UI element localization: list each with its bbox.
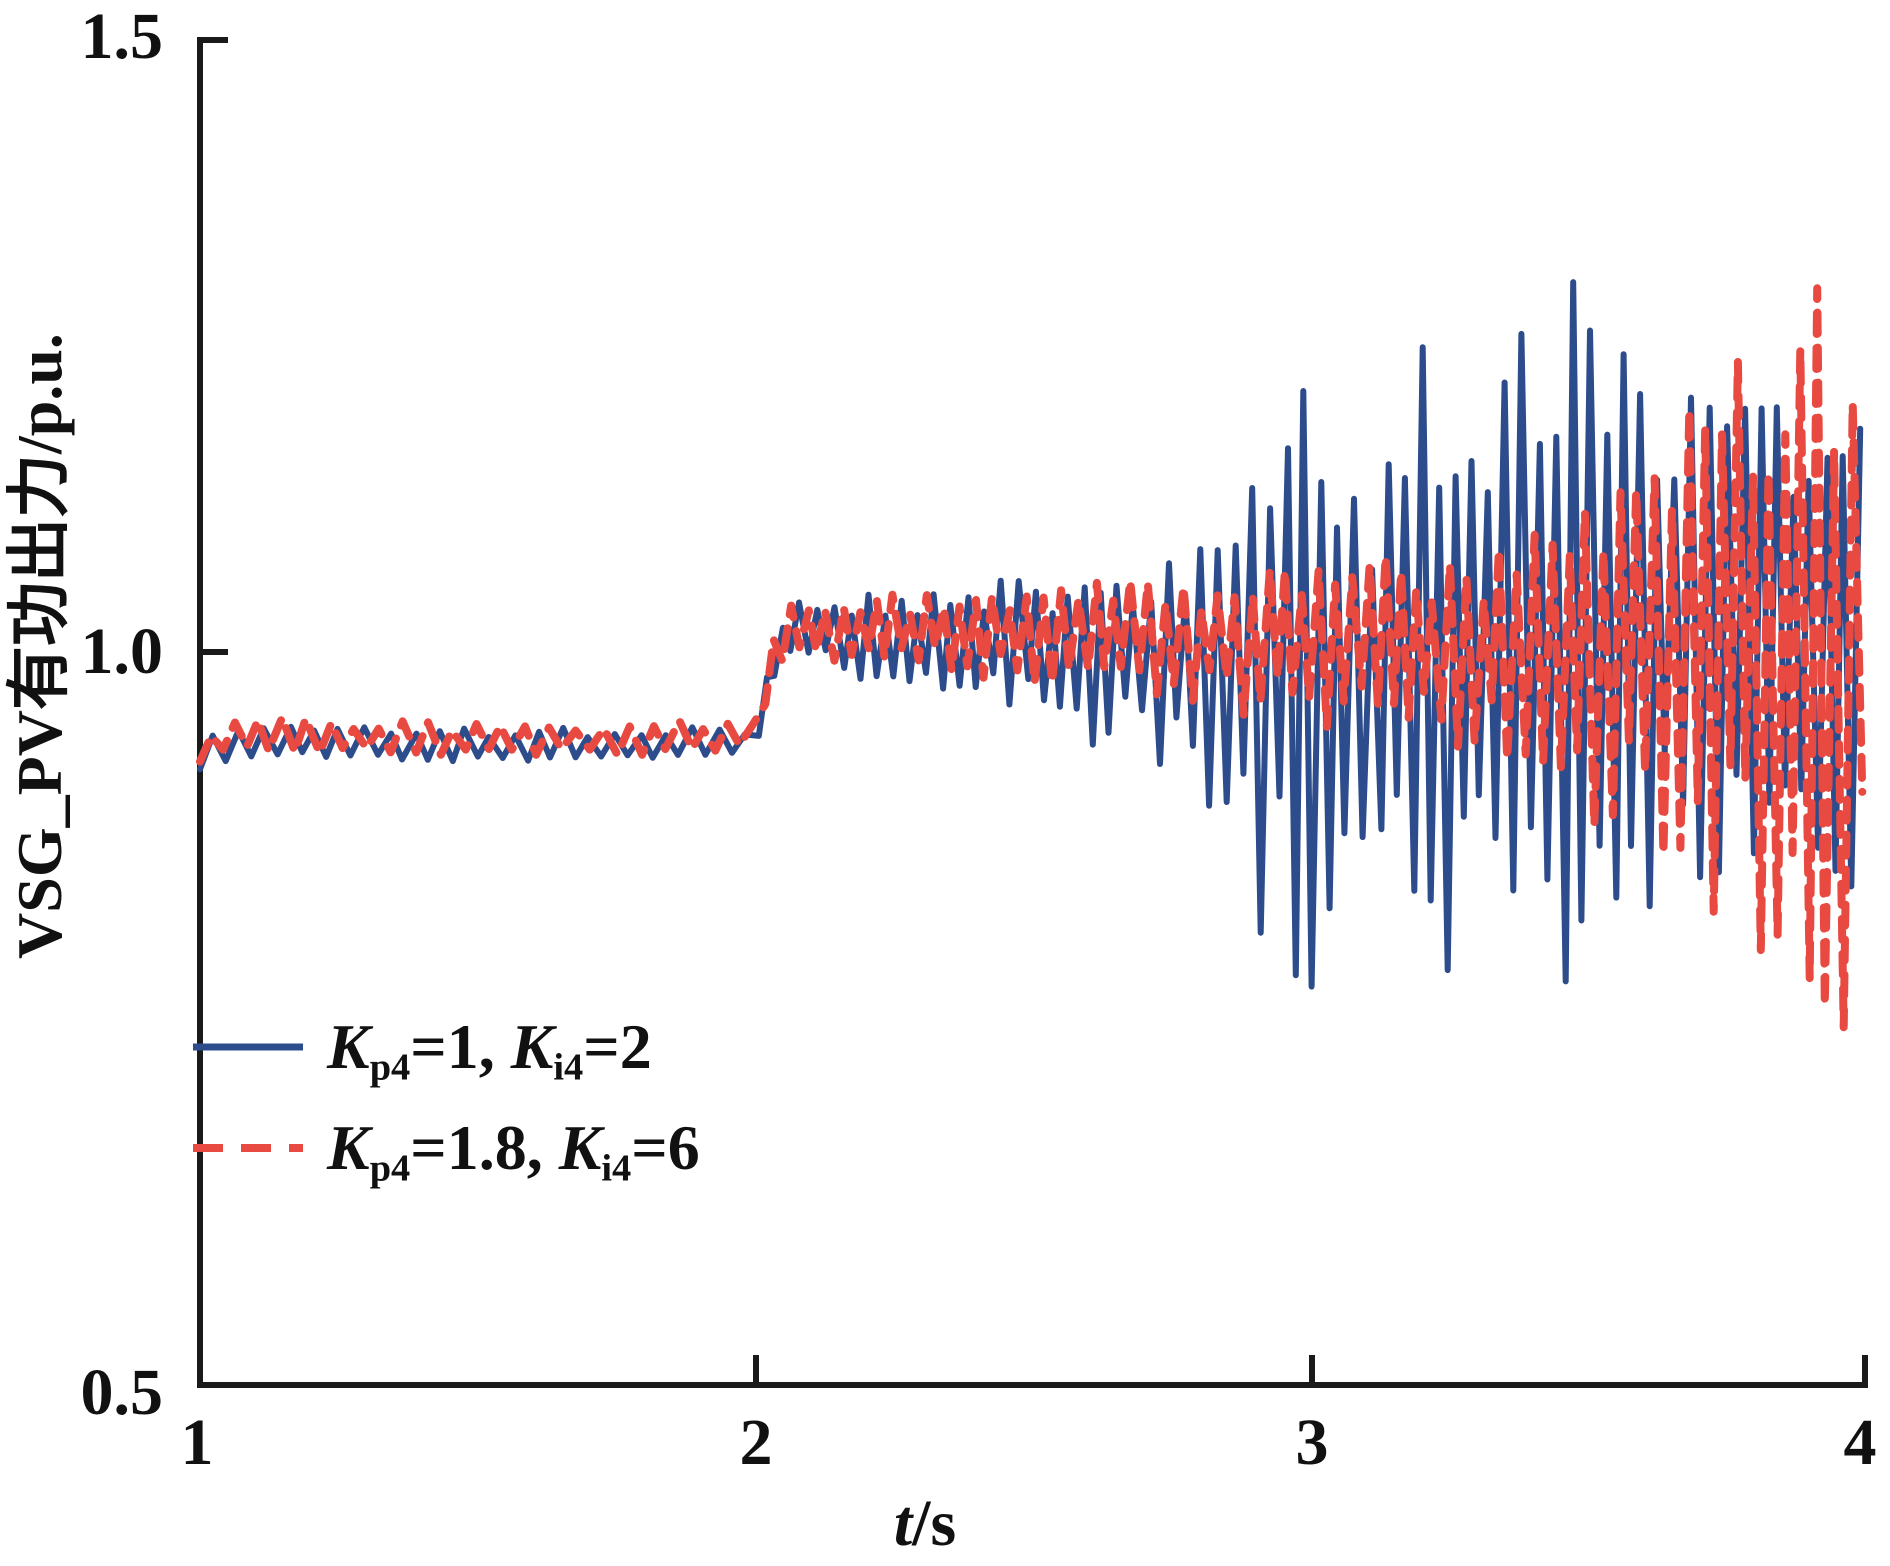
- x-axis-label-unit: /s: [912, 1487, 957, 1560]
- y-tick-label-0-5: 0.5: [80, 1356, 164, 1429]
- y-axis-label: VSG_PV有功出力/p.u.: [4, 333, 75, 959]
- x-axis-label-symbol: t: [893, 1487, 913, 1560]
- legend-entry-red-label: Kp4=1.8, Ki4=6: [327, 1112, 700, 1190]
- x-tick-label-4: 4: [1843, 1406, 1877, 1479]
- y-tick-label-1-0: 1.0: [80, 615, 164, 688]
- x-tick-label-2: 2: [739, 1406, 773, 1479]
- legend-entry-blue-label: Kp4=1, Ki4=2: [327, 1011, 652, 1089]
- x-tick-label-1: 1: [180, 1406, 214, 1479]
- series-red-line: [196, 284, 1867, 1032]
- x-axis-label: t/s: [815, 1488, 1035, 1560]
- x-tick-label-3: 3: [1295, 1406, 1329, 1479]
- y-tick-label-1-5: 1.5: [80, 0, 164, 73]
